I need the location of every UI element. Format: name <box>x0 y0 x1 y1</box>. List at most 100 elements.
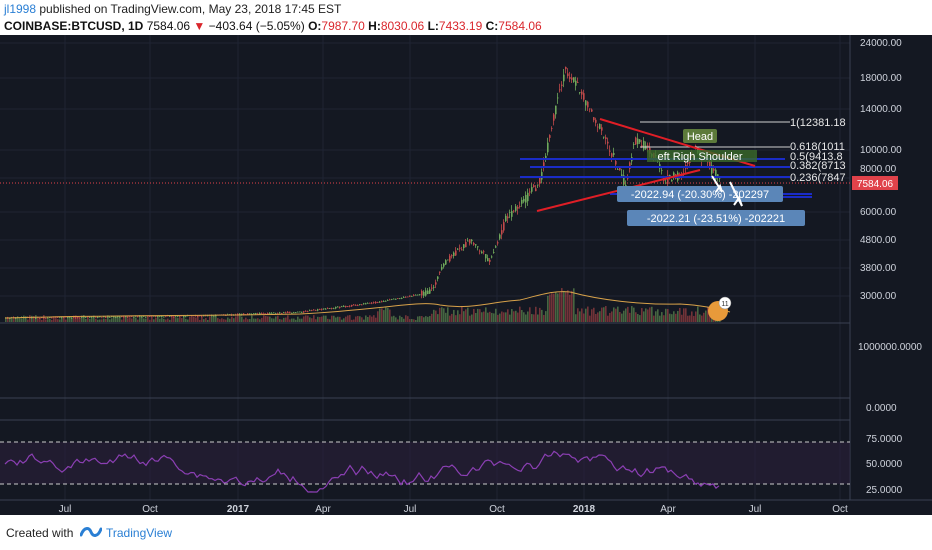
volume-bar <box>599 311 601 322</box>
volume-bar <box>79 318 81 322</box>
volume-bar <box>83 315 85 322</box>
volume-bar <box>431 313 433 322</box>
candle-body <box>383 301 385 302</box>
chart-header: jl1998 published on TradingView.com, May… <box>0 0 932 35</box>
volume-bar <box>487 312 489 322</box>
volume-bar <box>343 318 345 322</box>
volume-bar <box>591 309 593 322</box>
volume-bar <box>673 311 675 322</box>
volume-bar <box>169 319 171 322</box>
volume-bar <box>179 317 181 322</box>
price-axis[interactable]: 24000.00 18000.00 14000.00 10000.00 8000… <box>858 38 922 496</box>
candle-body <box>495 246 497 248</box>
time-label: Apr <box>315 504 331 515</box>
candle-body <box>349 305 351 307</box>
event-count-badge <box>718 296 732 310</box>
volume-bar <box>507 309 509 322</box>
volume-bar <box>245 317 247 322</box>
volume-bar <box>607 315 609 322</box>
volume-bar <box>199 319 201 322</box>
head-label[interactable]: Head <box>687 131 713 143</box>
candle-body <box>421 290 423 296</box>
time-label: Jul <box>59 504 72 515</box>
candle-body <box>171 316 173 317</box>
candle-body <box>543 162 545 168</box>
candle-body <box>159 316 161 317</box>
volume-bar <box>91 318 93 322</box>
volume-bar <box>613 307 615 322</box>
candle-body <box>433 286 435 288</box>
candle-body <box>477 246 479 248</box>
volume-bar <box>471 314 473 322</box>
candle-body <box>59 317 61 319</box>
price-tick: 14000.00 <box>860 104 902 115</box>
candle-body <box>305 310 307 312</box>
volume-bar <box>609 312 611 322</box>
volume-bar <box>147 316 149 322</box>
volume-bar <box>319 316 321 322</box>
time-label: Oct <box>832 504 848 515</box>
volume-bar <box>127 318 129 322</box>
measure-box-1[interactable] <box>617 186 783 202</box>
candle-body <box>401 298 403 299</box>
candle-body <box>91 316 93 318</box>
candle-body <box>549 135 551 138</box>
candle-body <box>111 316 113 318</box>
volume-bar <box>619 311 621 322</box>
volume-bar <box>307 315 309 322</box>
tradingview-logo-icon <box>80 527 102 537</box>
candle-body <box>473 242 475 245</box>
volume-bar <box>357 315 359 322</box>
volume-bar <box>95 318 97 322</box>
candle-body <box>519 206 521 207</box>
chart-canvas[interactable]: Head eft Righ Shoulder 1(12381.18 0.618(… <box>0 35 932 515</box>
candle-body <box>77 316 79 318</box>
volume-bar <box>625 308 627 322</box>
candle-body <box>501 230 503 235</box>
candle-body <box>341 306 343 308</box>
volume-bar <box>153 319 155 322</box>
volume-bar <box>25 316 27 322</box>
candle-body <box>395 298 397 300</box>
candle-body <box>163 316 165 318</box>
volume-bar <box>707 306 709 322</box>
candle-body <box>385 300 387 302</box>
tradingview-link[interactable]: TradingView <box>106 526 173 540</box>
volume-bar <box>355 316 357 322</box>
candle-body <box>243 313 245 315</box>
candle-body <box>117 316 119 318</box>
shoulder-label[interactable]: eft Righ Shoulder <box>658 151 743 163</box>
candle-body <box>145 316 147 318</box>
volume-bar <box>163 318 165 322</box>
candle-body <box>35 318 37 320</box>
chart-area[interactable]: Head eft Righ Shoulder 1(12381.18 0.618(… <box>0 35 932 515</box>
volume-bar <box>19 318 21 322</box>
time-axis[interactable]: Jul Oct 2017 Apr Jul Oct 2018 Apr Jul Oc… <box>59 504 848 515</box>
volume-bar <box>7 317 9 322</box>
candle-body <box>289 311 291 313</box>
candle-body <box>399 298 401 300</box>
volume-bar <box>615 308 617 322</box>
price-tick: 8000.00 <box>860 164 897 175</box>
volume-bar <box>627 306 629 322</box>
volume-bar <box>393 315 395 322</box>
candle-body <box>585 100 587 106</box>
volume-bar <box>335 317 337 322</box>
candle-body <box>123 316 125 318</box>
candle-body <box>205 315 207 317</box>
candle-body <box>423 291 425 296</box>
candle-body <box>637 138 639 145</box>
candle-body <box>269 312 271 314</box>
volume-bar <box>63 316 65 322</box>
candle-body <box>213 315 215 317</box>
volume-bar <box>113 316 115 322</box>
candle-body <box>695 145 697 147</box>
candle-body <box>133 316 135 318</box>
candle-body <box>131 316 133 318</box>
volume-bar <box>283 317 285 322</box>
candle-body <box>539 176 541 184</box>
volume-bar <box>549 294 551 322</box>
author-link[interactable]: jl1998 <box>4 2 37 16</box>
volume-bar <box>311 318 313 322</box>
measure-box-2[interactable] <box>627 210 805 226</box>
